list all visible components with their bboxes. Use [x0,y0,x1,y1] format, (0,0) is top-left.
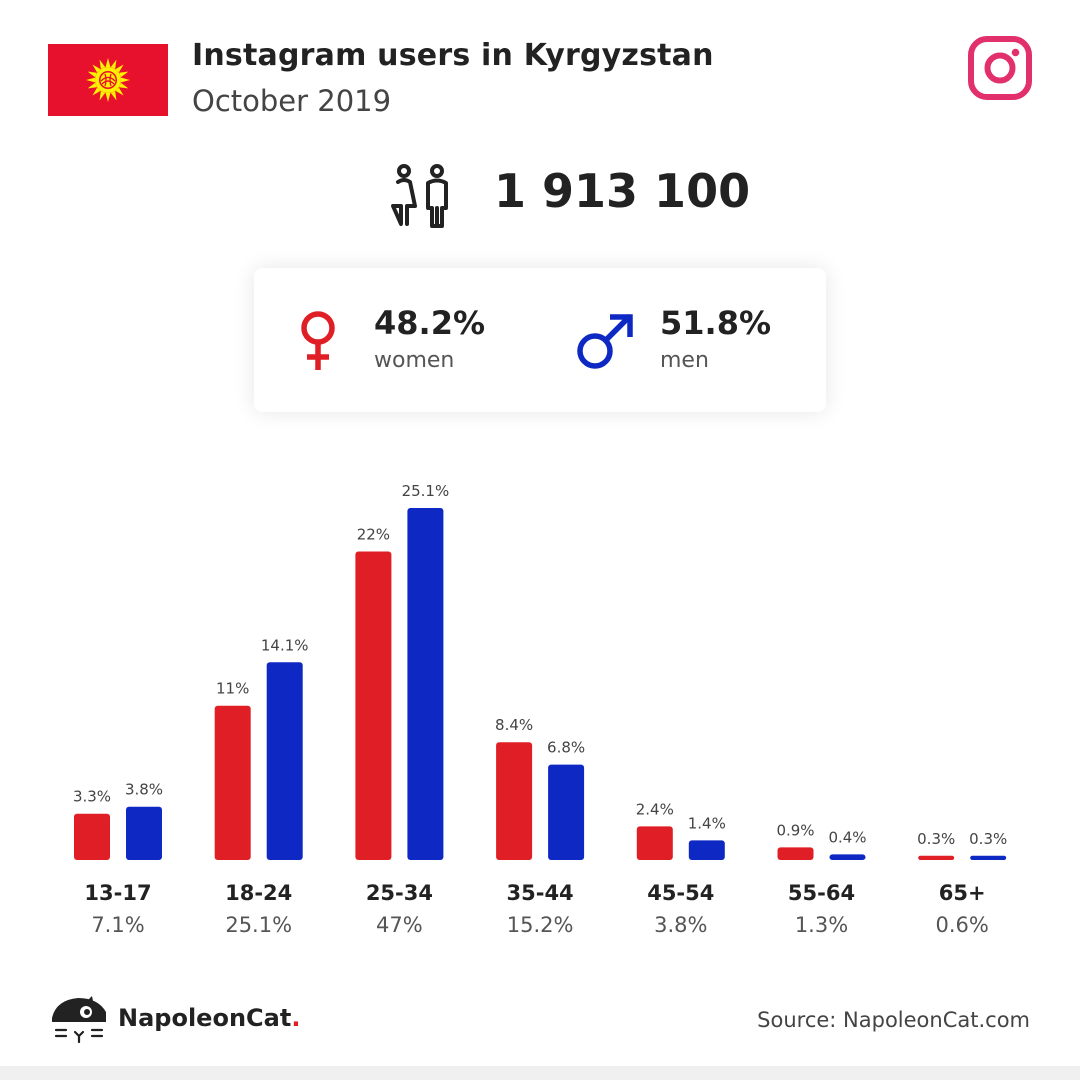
men-label: men [660,348,709,373]
footer-divider [0,1066,1080,1080]
age-group-total-25-34: 47% [376,913,423,937]
bar-women-55-64 [777,847,814,860]
data-label-women-55-64: 0.9% [776,821,814,839]
brand-text: NapoleonCat [118,1004,292,1032]
page-title: Instagram users in Kyrgyzstan [192,38,714,73]
users-icon [391,164,448,228]
age-gender-bar-chart: 3.3% 3.8% 13-17 7.1% 11% 14.1% 18-24 25.1% 22% 25… [73,482,1007,937]
age-group-total-18-24: 25.1% [225,913,292,937]
data-label-men-55-64: 0.4% [828,828,866,846]
data-label-women-18-24: 11% [216,680,249,698]
men-percentage: 51.8% [660,304,772,342]
napoleoncat-logo-icon [52,996,106,1044]
data-label-men-25-34: 25.1% [402,482,450,500]
age-group-label-35-44: 35-44 [507,881,574,905]
brand-dot: . [291,1004,301,1032]
data-label-men-65+: 0.3% [969,830,1007,848]
bar-men-35-44 [548,764,585,860]
data-label-women-35-44: 8.4% [495,716,533,734]
age-group-total-45-54: 3.8% [654,913,707,937]
female-icon [301,311,335,370]
age-group-total-13-17: 7.1% [91,913,144,937]
bar-women-18-24 [214,705,251,860]
data-label-men-13-17: 3.8% [125,781,163,799]
bar-men-13-17 [126,806,162,860]
gender-summary-card: 48.2% women 51.8% men [254,268,826,412]
age-group-label-65+: 65+ [939,881,986,905]
data-label-men-35-44: 6.8% [547,739,585,757]
women-percentage: 48.2% [374,304,486,342]
bar-men-25-34 [407,508,444,860]
page-subtitle: October 2019 [192,84,392,118]
bar-women-13-17 [74,813,110,860]
kyrgyzstan-flag-icon [48,44,168,116]
bar-women-65+ [918,855,955,860]
data-label-women-65+: 0.3% [917,830,955,848]
data-label-men-18-24: 14.1% [261,636,309,654]
age-group-total-35-44: 15.2% [507,913,574,937]
age-group-label-13-17: 13-17 [84,881,151,905]
age-group-label-55-64: 55-64 [788,881,855,905]
data-label-men-45-54: 1.4% [688,814,726,832]
age-group-total-55-64: 1.3% [795,913,848,937]
bar-women-45-54 [636,826,673,860]
source-credit: Source: NapoleonCat.com [757,1008,1030,1032]
bar-men-18-24 [266,662,303,860]
age-group-label-25-34: 25-34 [366,881,433,905]
age-group-total-65+: 0.6% [936,913,989,937]
data-label-women-13-17: 3.3% [73,788,111,806]
bar-men-45-54 [688,840,725,860]
data-label-women-45-54: 2.4% [636,800,674,818]
bar-women-25-34 [355,551,392,860]
brand-name: NapoleonCat. [118,1004,300,1032]
total-users-value: 1 913 100 [494,164,751,218]
bar-men-55-64 [829,854,866,860]
age-group-label-45-54: 45-54 [647,881,714,905]
age-group-label-18-24: 18-24 [225,881,292,905]
women-label: women [374,348,455,373]
data-label-women-25-34: 22% [357,525,390,543]
instagram-icon [968,36,1032,100]
male-icon [577,314,633,369]
bar-women-35-44 [496,742,533,860]
bar-men-65+ [970,855,1007,860]
